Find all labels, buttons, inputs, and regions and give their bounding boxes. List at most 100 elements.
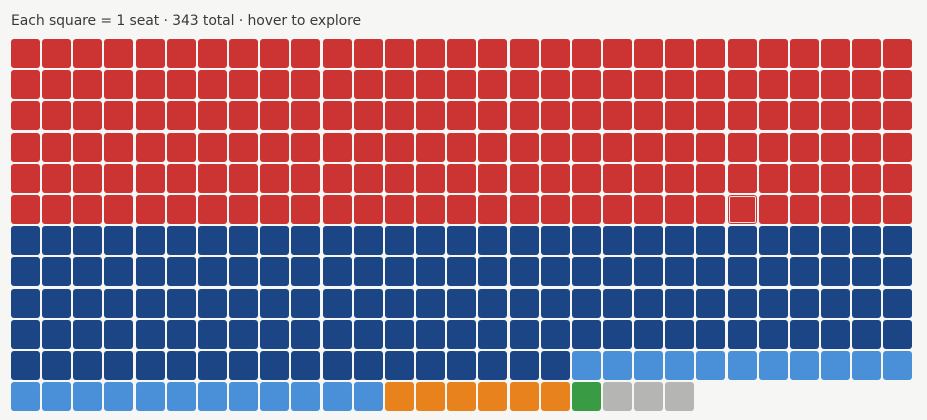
- seat-square[interactable]: [11, 319, 40, 349]
- seat-square[interactable]: [353, 132, 383, 162]
- seat-square[interactable]: [322, 39, 352, 68]
- seat-square[interactable]: [789, 350, 819, 380]
- seat-square[interactable]: [852, 163, 882, 193]
- seat-square[interactable]: [602, 39, 632, 68]
- seat-square[interactable]: [73, 350, 103, 380]
- seat-square[interactable]: [758, 132, 788, 162]
- seat-square[interactable]: [197, 382, 227, 412]
- seat-square[interactable]: [789, 70, 819, 100]
- seat-square[interactable]: [135, 70, 165, 100]
- seat-square[interactable]: [260, 132, 290, 162]
- seat-square[interactable]: [727, 70, 757, 100]
- seat-square[interactable]: [602, 319, 632, 349]
- seat-square[interactable]: [478, 39, 508, 68]
- seat-square[interactable]: [42, 319, 72, 349]
- seat-square[interactable]: [540, 319, 570, 349]
- seat-square[interactable]: [322, 163, 352, 193]
- seat-square[interactable]: [509, 288, 539, 318]
- seat-square[interactable]: [852, 70, 882, 100]
- seat-square[interactable]: [384, 382, 414, 412]
- seat-square[interactable]: [73, 132, 103, 162]
- seat-square[interactable]: [758, 319, 788, 349]
- seat-square[interactable]: [883, 163, 913, 193]
- seat-square[interactable]: [571, 288, 601, 318]
- seat-square[interactable]: [73, 382, 103, 412]
- seat-square[interactable]: [478, 382, 508, 412]
- seat-square[interactable]: [291, 350, 321, 380]
- seat-square[interactable]: [104, 382, 134, 412]
- seat-square[interactable]: [104, 101, 134, 131]
- seat-square[interactable]: [571, 257, 601, 287]
- seat-square[interactable]: [416, 132, 446, 162]
- seat-square[interactable]: [353, 350, 383, 380]
- seat-square[interactable]: [852, 226, 882, 256]
- seat-square[interactable]: [571, 226, 601, 256]
- seat-square[interactable]: [540, 350, 570, 380]
- seat-square[interactable]: [135, 319, 165, 349]
- seat-square[interactable]: [166, 132, 196, 162]
- seat-square[interactable]: [416, 288, 446, 318]
- seat-square[interactable]: [758, 257, 788, 287]
- seat-square[interactable]: [73, 163, 103, 193]
- seat-square[interactable]: [478, 226, 508, 256]
- seat-square[interactable]: [229, 319, 259, 349]
- seat-square[interactable]: [11, 382, 40, 412]
- seat-square[interactable]: [104, 226, 134, 256]
- seat-square[interactable]: [73, 257, 103, 287]
- seat-square[interactable]: [540, 194, 570, 224]
- seat-square[interactable]: [260, 288, 290, 318]
- seat-square[interactable]: [166, 39, 196, 68]
- seat-square[interactable]: [883, 39, 913, 68]
- seat-square[interactable]: [602, 382, 632, 412]
- seat-square[interactable]: [540, 288, 570, 318]
- seat-square[interactable]: [602, 350, 632, 380]
- seat-square[interactable]: [821, 226, 851, 256]
- seat-square[interactable]: [665, 319, 695, 349]
- seat-square[interactable]: [11, 350, 40, 380]
- seat-square[interactable]: [696, 39, 726, 68]
- seat-square[interactable]: [353, 257, 383, 287]
- seat-square[interactable]: [416, 39, 446, 68]
- seat-square[interactable]: [696, 132, 726, 162]
- seat-square[interactable]: [42, 257, 72, 287]
- seat-square[interactable]: [727, 257, 757, 287]
- seat-square[interactable]: [665, 350, 695, 380]
- seat-square[interactable]: [447, 132, 477, 162]
- seat-square[interactable]: [821, 163, 851, 193]
- seat-square[interactable]: [821, 257, 851, 287]
- seat-square[interactable]: [509, 163, 539, 193]
- seat-square[interactable]: [758, 350, 788, 380]
- seat-square[interactable]: [197, 319, 227, 349]
- seat-square[interactable]: [540, 70, 570, 100]
- seat-square[interactable]: [602, 70, 632, 100]
- seat-square[interactable]: [758, 163, 788, 193]
- seat-square[interactable]: [509, 101, 539, 131]
- seat-square[interactable]: [353, 319, 383, 349]
- seat-square[interactable]: [727, 194, 757, 224]
- seat-square[interactable]: [509, 319, 539, 349]
- seat-square[interactable]: [384, 132, 414, 162]
- seat-square[interactable]: [447, 70, 477, 100]
- seat-square[interactable]: [634, 163, 664, 193]
- seat-square[interactable]: [634, 319, 664, 349]
- seat-square[interactable]: [758, 194, 788, 224]
- seat-square[interactable]: [571, 350, 601, 380]
- seat-square[interactable]: [197, 226, 227, 256]
- seat-square[interactable]: [42, 226, 72, 256]
- seat-square[interactable]: [260, 350, 290, 380]
- seat-square[interactable]: [260, 101, 290, 131]
- seat-square[interactable]: [727, 39, 757, 68]
- seat-square[interactable]: [696, 257, 726, 287]
- seat-square[interactable]: [447, 163, 477, 193]
- seat-square[interactable]: [322, 132, 352, 162]
- seat-square[interactable]: [260, 194, 290, 224]
- seat-square[interactable]: [166, 257, 196, 287]
- seat-square[interactable]: [789, 257, 819, 287]
- seat-square[interactable]: [416, 194, 446, 224]
- seat-square[interactable]: [789, 101, 819, 131]
- seat-square[interactable]: [416, 319, 446, 349]
- seat-square[interactable]: [42, 132, 72, 162]
- seat-square[interactable]: [852, 257, 882, 287]
- seat-square[interactable]: [42, 163, 72, 193]
- seat-square[interactable]: [353, 101, 383, 131]
